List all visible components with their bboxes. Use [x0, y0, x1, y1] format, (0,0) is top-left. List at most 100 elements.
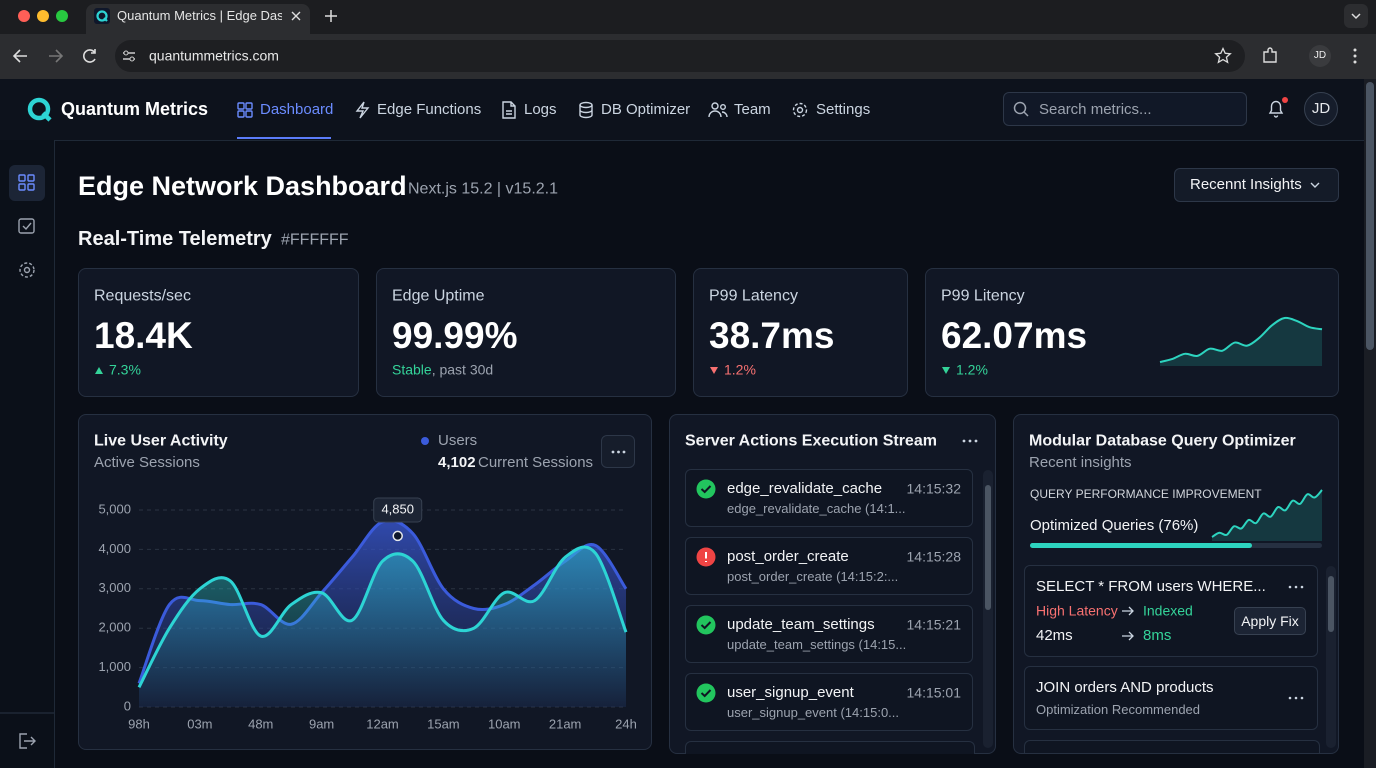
logo[interactable] [26, 96, 54, 124]
nav-item[interactable]: Dashboard [260, 101, 334, 118]
nav-item[interactable]: Edge Functions [377, 101, 482, 118]
list-scroll-thumb[interactable] [985, 485, 991, 610]
action-time: 14:15:32 [906, 480, 962, 497]
action-item[interactable] [685, 537, 973, 595]
nav-item[interactable]: DB Optimizer [601, 101, 691, 118]
kpi-status: Stable [392, 361, 432, 378]
page-title: Edge Network Dashboard [78, 170, 407, 201]
action-time: 14:15:01 [906, 684, 962, 701]
legend-swatch [421, 437, 429, 445]
action-name: user_signup_event [727, 684, 854, 701]
trend-triangle [95, 367, 103, 374]
nav-buttons[interactable] [0, 34, 110, 78]
progress-fill [1030, 543, 1252, 548]
query-after: Indexed [1143, 602, 1193, 619]
status-icon [696, 547, 716, 567]
query-before-time: 42ms [1036, 627, 1073, 644]
chart-subtitle: Active Sessions [94, 454, 200, 471]
tab-title: Quantum Metrics | Edge Dash [117, 8, 282, 24]
status-icon [696, 683, 716, 703]
action-time: 14:15:21 [906, 616, 962, 633]
action-item[interactable] [685, 605, 973, 663]
nav-icons [237, 101, 808, 119]
active-tab[interactable] [86, 4, 310, 34]
insights-dropdown[interactable] [1174, 168, 1339, 202]
query-arrows [1122, 606, 1134, 641]
query-menu[interactable] [1287, 582, 1305, 592]
bookmark-star[interactable] [1214, 46, 1232, 65]
kpi-note: , past 30d [431, 361, 494, 378]
query-text: JOIN orders AND products [1036, 679, 1214, 696]
legend-stat-label: Current Sessions [478, 454, 594, 471]
status-circle [696, 615, 716, 635]
query-item-partial [1024, 740, 1320, 753]
status-icon [696, 479, 716, 499]
tab-menu[interactable] [1344, 4, 1368, 28]
browser-menu[interactable] [1350, 47, 1360, 65]
user-avatar[interactable]: JD [1304, 92, 1338, 126]
kpi-trend-arrow [942, 367, 950, 374]
favicon [94, 8, 110, 24]
list-item-partial [685, 741, 975, 754]
nav-item[interactable]: Team [734, 101, 771, 118]
sidebar-icons[interactable] [0, 140, 54, 768]
action-name: edge_revalidate_cache [727, 480, 883, 497]
profile-button[interactable]: JD [1309, 45, 1331, 67]
kpi-card [78, 268, 359, 397]
sidebar [0, 140, 55, 768]
sparkline [1211, 489, 1323, 541]
kpi-label: Edge Uptime [392, 287, 485, 305]
status-icon [696, 615, 716, 635]
query-menu[interactable] [1287, 693, 1305, 703]
status-glyph [700, 689, 712, 698]
kpi-delta: 1.2% [956, 361, 988, 378]
query-before: High Latency [1036, 602, 1118, 619]
kpi-label: Requests/sec [94, 287, 191, 305]
nav-item[interactable]: Logs [524, 101, 557, 118]
kpi-delta: 1.2% [724, 361, 756, 378]
metric-label: QUERY PERFORMANCE IMPROVEMENT [1030, 486, 1262, 501]
scroll-thumb[interactable] [1366, 82, 1374, 350]
dropdown-label[interactable]: Recennt Insights [1190, 176, 1302, 193]
nav-active-indicator [237, 137, 331, 139]
status-circle [696, 479, 716, 499]
action-name: update_team_settings [727, 616, 875, 633]
query-text: SELECT * FROM users WHERE... [1036, 578, 1266, 595]
sidebar-active[interactable] [9, 165, 45, 201]
search-box[interactable] [1003, 92, 1247, 126]
sparkline-area [1160, 317, 1322, 366]
query-after-time: 8ms [1143, 627, 1172, 644]
extensions-icon[interactable] [1261, 47, 1279, 65]
chart-title: Live User Activity [94, 432, 228, 450]
site-info-icon[interactable] [121, 48, 137, 64]
brand[interactable]: Quantum Metrics [61, 99, 209, 120]
notifications[interactable] [1266, 97, 1288, 120]
action-detail: post_order_create (14:15:2:... [727, 569, 899, 585]
apply-fix-button[interactable]: Apply Fix [1234, 607, 1306, 635]
url: quantummetrics.com [149, 47, 279, 64]
nav-item[interactable]: Settings [816, 101, 871, 118]
query-item[interactable] [1024, 666, 1318, 730]
query-scroll-thumb[interactable] [1328, 576, 1334, 632]
action-time: 14:15:28 [906, 548, 962, 565]
kpi-card [693, 268, 908, 397]
optimizer-subtitle: Recent insights [1029, 454, 1132, 471]
section-tag: #FFFFFF [281, 231, 349, 249]
window-controls [18, 10, 68, 22]
legend-stat: 4,102 [438, 454, 476, 471]
status-circle [696, 683, 716, 703]
kpi-trend-arrow [710, 367, 718, 374]
action-item[interactable] [685, 469, 973, 527]
address-bar[interactable] [115, 40, 1245, 72]
kpi-value: 38.7ms [709, 314, 835, 356]
chart-menu[interactable] [601, 435, 635, 468]
kpi-card [376, 268, 676, 397]
server-actions-menu[interactable] [960, 436, 980, 446]
sparkline-line [1159, 316, 1323, 363]
tab-close[interactable] [290, 10, 302, 22]
new-tab[interactable] [324, 9, 338, 23]
optimizer-title: Modular Database Query Optimizer [1029, 432, 1296, 450]
search-placeholder: Search metrics... [1039, 101, 1152, 118]
action-item[interactable] [685, 673, 973, 731]
